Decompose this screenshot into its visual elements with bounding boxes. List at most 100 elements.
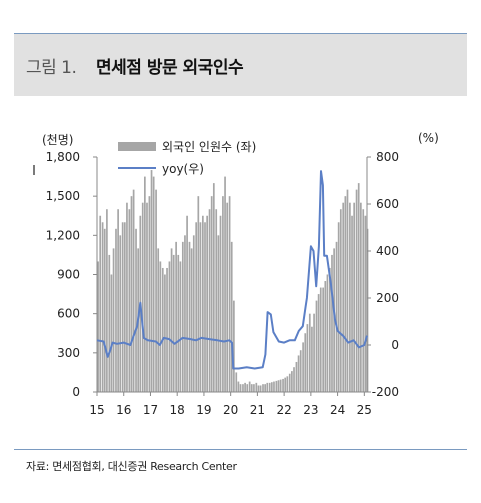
- source-rule: [14, 449, 467, 450]
- legend-label-visitors: 외국인 인원수 (좌): [162, 139, 257, 154]
- bar: [239, 384, 242, 392]
- bar: [199, 222, 202, 392]
- bar: [244, 382, 246, 392]
- bar: [168, 261, 171, 392]
- chart-legend: 외국인 인원수 (좌) yoy(우): [118, 135, 256, 179]
- bar: [103, 228, 106, 392]
- bar: [342, 202, 345, 392]
- bar: [115, 228, 117, 392]
- left-tick-label: 300: [57, 346, 80, 360]
- bar: [351, 215, 353, 392]
- bar: [315, 300, 318, 392]
- bar: [97, 261, 99, 392]
- bar: [233, 300, 235, 392]
- bar: [192, 235, 195, 392]
- x-tick-label: 15: [89, 403, 104, 417]
- x-tick-label: 21: [250, 403, 265, 417]
- bar: [255, 382, 258, 392]
- bar: [331, 254, 333, 392]
- x-tick-label: 23: [303, 403, 318, 417]
- bar: [355, 189, 358, 392]
- right-tick-label: 0: [391, 338, 399, 352]
- legend-item-yoy: yoy(우): [118, 157, 256, 179]
- bar: [250, 384, 253, 392]
- bar: [184, 235, 186, 392]
- bar: [117, 209, 119, 392]
- bar: [266, 382, 269, 392]
- bar: [262, 384, 264, 392]
- bar: [150, 170, 153, 392]
- bar: [257, 385, 260, 392]
- bar: [362, 209, 365, 392]
- bar: [123, 222, 126, 392]
- bar: [215, 209, 218, 392]
- bar: [326, 274, 329, 392]
- bar: [172, 254, 175, 392]
- bar: [299, 350, 302, 392]
- bar: [324, 281, 327, 392]
- bar: [302, 342, 304, 392]
- right-tick-label: 800: [376, 150, 399, 164]
- source-note: 자료: 면세점협회, 대신증권 Research Center: [26, 460, 237, 473]
- bar: [357, 183, 360, 392]
- bar: [360, 202, 362, 392]
- legend-label-yoy: yoy(우): [162, 161, 204, 176]
- bar: [295, 361, 298, 392]
- bar: [319, 287, 322, 392]
- bar: [157, 248, 160, 392]
- bar: [119, 235, 122, 392]
- bar: [175, 241, 177, 392]
- bar: [217, 235, 220, 392]
- x-tick-label: 18: [170, 403, 185, 417]
- bar: [328, 267, 331, 392]
- right-tick-label: -200: [372, 385, 399, 399]
- figure-label: 그림 1.: [26, 58, 77, 78]
- bar: [195, 222, 198, 392]
- x-tick-label: 17: [143, 403, 158, 417]
- bar: [339, 209, 342, 392]
- bar: [132, 189, 135, 392]
- bar: [306, 324, 309, 392]
- bar: [110, 274, 113, 392]
- left-tick-label: 1,200: [46, 228, 80, 242]
- left-tick-label: 900: [57, 268, 80, 282]
- right-axis-unit: (%): [418, 131, 439, 145]
- bar: [112, 248, 115, 392]
- x-tick-label: 25: [357, 403, 372, 417]
- bar: [186, 215, 188, 392]
- bar: [246, 384, 249, 392]
- bar: [226, 202, 229, 392]
- left-tick-label: 1,500: [46, 189, 80, 203]
- bar: [297, 355, 300, 392]
- bar: [146, 202, 148, 392]
- bar: [293, 367, 295, 392]
- bar: [190, 248, 193, 392]
- bar: [344, 196, 347, 392]
- bar: [353, 202, 356, 392]
- bar: [179, 261, 182, 392]
- top-rule: [14, 33, 467, 34]
- bar: [270, 382, 273, 392]
- bar: [128, 209, 131, 392]
- bar: [275, 380, 278, 392]
- bar: [166, 267, 168, 392]
- bar: [304, 333, 307, 392]
- bar: [99, 215, 102, 392]
- bar: [286, 376, 289, 392]
- bar: [101, 222, 104, 392]
- figure-title: 면세점 방문 외국인수: [96, 58, 244, 78]
- bar: [337, 222, 340, 392]
- bar: [248, 381, 251, 392]
- right-tick-label: 600: [376, 197, 399, 211]
- legend-swatch-line: [118, 167, 156, 169]
- right-tick-label: 400: [376, 244, 399, 258]
- bar: [366, 228, 369, 392]
- left-tick-label: 1,800: [46, 150, 80, 164]
- x-tick-label: 24: [330, 403, 345, 417]
- bar: [197, 196, 200, 392]
- bar: [177, 254, 180, 392]
- bar: [164, 274, 166, 392]
- bar: [208, 209, 211, 392]
- bar: [242, 384, 244, 392]
- right-tick-label: 200: [376, 291, 399, 305]
